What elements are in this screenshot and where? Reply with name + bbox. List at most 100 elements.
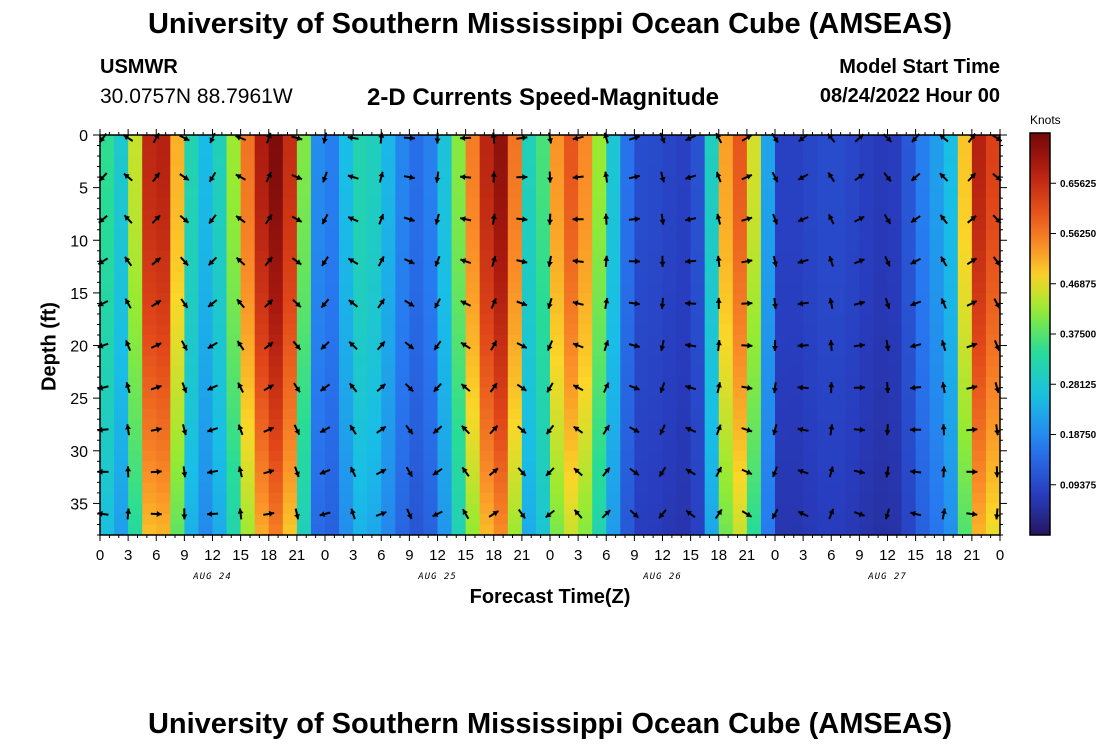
heatmap-cell (887, 187, 903, 199)
heatmap-cell (212, 503, 228, 515)
heatmap-cell (732, 219, 748, 231)
heatmap-cell (226, 324, 242, 336)
heatmap-cell (198, 356, 214, 368)
current-arrow-shaft (741, 344, 753, 347)
current-arrow (573, 509, 583, 519)
heatmap-cell (128, 156, 143, 168)
heatmap-cell (943, 440, 959, 452)
heatmap-cell (957, 303, 973, 315)
current-arrow (181, 424, 188, 436)
heatmap-cell (803, 156, 818, 168)
heatmap-cell (943, 177, 959, 189)
heatmap-cell (831, 513, 846, 526)
heatmap-cell (437, 229, 453, 241)
current-arrow-shaft (714, 508, 723, 520)
heatmap-cell (296, 324, 312, 336)
current-arrow (291, 174, 303, 181)
heatmap-cell (817, 208, 832, 220)
heatmap-cell (564, 240, 579, 252)
heatmap-cell (985, 219, 1000, 231)
heatmap-cell (282, 419, 298, 431)
heatmap-cell (507, 482, 523, 494)
current-arrow (628, 174, 641, 180)
heatmap-cell (831, 429, 846, 441)
heatmap-cell (479, 429, 495, 441)
current-arrow-shaft (660, 339, 665, 352)
current-arrow (150, 342, 162, 349)
heatmap-cell (142, 366, 157, 378)
current-arrow (235, 173, 246, 181)
heatmap-cell (198, 450, 214, 462)
heatmap-cell (943, 303, 959, 315)
heatmap-cell (971, 261, 987, 273)
heatmap-cell (282, 335, 298, 347)
current-arrow-shaft (378, 213, 385, 225)
heatmap-cell (915, 240, 931, 252)
heatmap-cell (901, 313, 917, 326)
heatmap-cell (620, 261, 635, 273)
current-arrow-shaft (797, 173, 809, 181)
current-arrow (545, 424, 555, 435)
current-arrow (685, 384, 697, 391)
heatmap-cell (310, 450, 326, 462)
heatmap-cell (564, 377, 579, 389)
current-arrow-shaft (235, 256, 246, 266)
heatmap-cell (268, 503, 284, 515)
heatmap-cell (957, 482, 973, 494)
heatmap-cell (648, 482, 664, 494)
heatmap-cell (550, 240, 565, 252)
current-arrow-shaft (379, 132, 383, 144)
current-arrow (659, 132, 666, 144)
heatmap-cell (957, 503, 973, 515)
heatmap-cell (634, 145, 650, 157)
current-arrow (434, 255, 441, 267)
heatmap-cell (620, 303, 635, 315)
heatmap-cell (817, 345, 832, 357)
heatmap-cell (240, 419, 256, 431)
heatmap-cell (142, 450, 157, 462)
heatmap-cell (465, 292, 481, 305)
heatmap-cell (423, 240, 439, 252)
heatmap-cell (212, 408, 228, 420)
heatmap-cell (845, 135, 860, 147)
heatmap-cell (212, 356, 228, 368)
current-arrow-head (574, 509, 580, 516)
heatmap-cell (704, 187, 720, 199)
current-arrow (659, 382, 666, 394)
heatmap-cell (156, 166, 171, 178)
heatmap-cell (395, 366, 410, 378)
heatmap-cell (521, 450, 537, 462)
current-arrow-shaft (992, 256, 1002, 267)
heatmap-cell (789, 461, 804, 473)
current-arrow (827, 213, 835, 225)
current-arrow-shaft (516, 259, 528, 264)
heatmap-cell (606, 156, 621, 168)
heatmap-cell (521, 282, 537, 294)
heatmap-cell (465, 166, 481, 178)
heatmap-cell (760, 419, 776, 431)
heatmap-cell (760, 219, 776, 231)
heatmap-cell (184, 156, 200, 168)
current-arrow (966, 468, 978, 475)
heatmap-cell (676, 177, 692, 189)
heatmap-cell (325, 471, 340, 483)
current-arrow-head (884, 345, 891, 351)
current-arrow-shaft (348, 299, 359, 308)
heatmap-cell (156, 156, 171, 168)
current-arrow (882, 133, 893, 143)
current-arrow-head (746, 216, 753, 222)
heatmap-cell (606, 166, 621, 178)
heatmap-cell (296, 271, 312, 283)
current-arrow-head (659, 428, 665, 435)
heatmap-cell (226, 250, 242, 262)
heatmap-cell (690, 356, 706, 368)
heatmap-cell (114, 492, 129, 505)
heatmap-cell (718, 187, 734, 199)
heatmap-cell (521, 292, 537, 305)
heatmap-cell (592, 303, 607, 315)
heatmap-cell (507, 292, 523, 305)
current-arrow (97, 257, 109, 266)
heatmap-cell (493, 135, 509, 147)
heatmap-cell (353, 282, 368, 294)
heatmap-cell (353, 492, 368, 505)
